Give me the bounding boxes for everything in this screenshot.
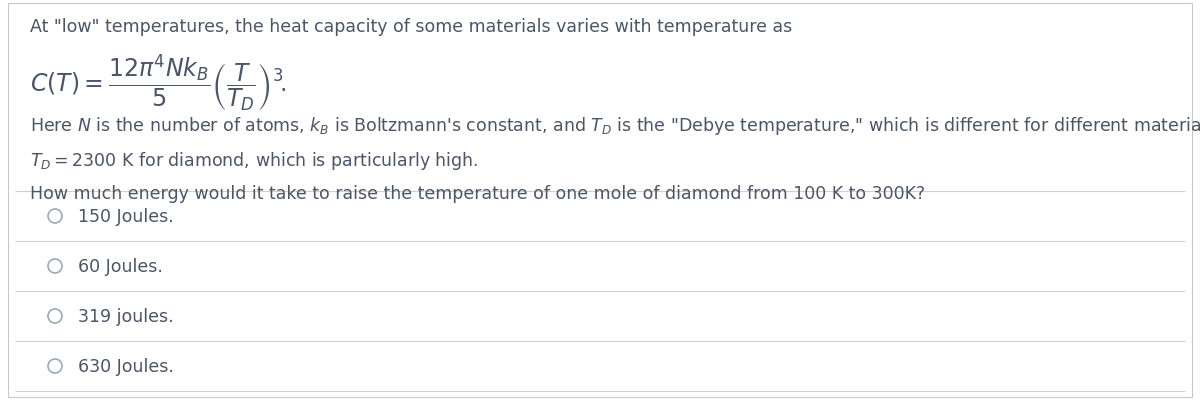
Text: How much energy would it take to raise the temperature of one mole of diamond fr: How much energy would it take to raise t… (30, 184, 925, 203)
Text: $C(T) = \dfrac{12\pi^4 N k_B}{5} \left( \dfrac{T}{T_D} \right)^3\!.$: $C(T) = \dfrac{12\pi^4 N k_B}{5} \left( … (30, 52, 287, 113)
FancyBboxPatch shape (8, 4, 1192, 397)
Text: 60 Joules.: 60 Joules. (78, 257, 163, 275)
Text: 150 Joules.: 150 Joules. (78, 207, 174, 225)
Text: Here $N$ is the number of atoms, $k_B$ is Boltzmann's constant, and $T_D$ is the: Here $N$ is the number of atoms, $k_B$ i… (30, 115, 1200, 137)
Text: $T_D = 2300$ K for diamond, which is particularly high.: $T_D = 2300$ K for diamond, which is par… (30, 150, 479, 172)
Text: 319 joules.: 319 joules. (78, 307, 174, 325)
Text: At "low" temperatures, the heat capacity of some materials varies with temperatu: At "low" temperatures, the heat capacity… (30, 18, 792, 36)
Text: 630 Joules.: 630 Joules. (78, 357, 174, 375)
